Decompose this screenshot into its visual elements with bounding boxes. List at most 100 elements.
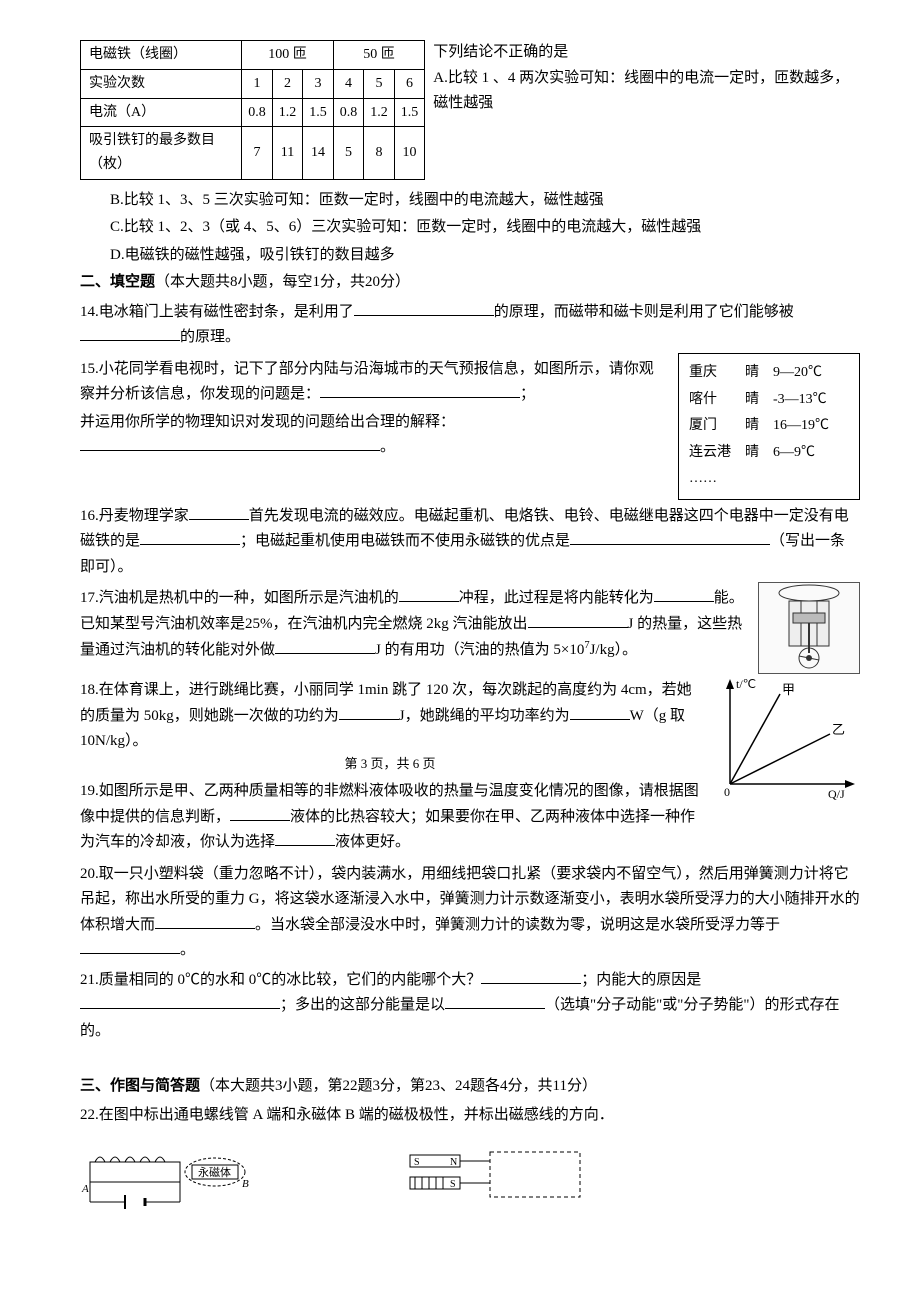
blank (481, 968, 581, 984)
svg-text:0: 0 (724, 785, 730, 799)
cell: 0.8 (242, 98, 273, 127)
svg-text:B: B (242, 1178, 249, 1190)
cell: 10 (394, 127, 425, 180)
blank (275, 830, 335, 846)
q20-c: 。 (180, 942, 195, 958)
section3-title: 三、作图与简答题 (80, 1078, 200, 1094)
cell: 吸引铁钉的最多数目（枚） (81, 127, 242, 180)
q13-optC: C.比较 1、2、3（或 4、5、6）三次实验可知：匝数一定时，线圈中的电流越大… (80, 215, 860, 241)
blank (155, 913, 255, 929)
svg-text:Q/J: Q/J (828, 787, 845, 801)
weather-row: 重庆 晴 9—20℃ (689, 360, 849, 387)
blank (320, 382, 520, 398)
cell: 1.5 (394, 98, 425, 127)
blank (654, 586, 714, 602)
section2-title: 二、填空题 (80, 274, 155, 290)
q15-text: 15.小花同学看电视时，记下了部分内陆与沿海城市的天气预报信息，如图所示，请你观… (80, 353, 668, 463)
section3-heading: 三、作图与简答题（本大题共3小题，第22题3分，第23、24题各4分，共11分） (80, 1074, 860, 1100)
q13-block: 电磁铁（线圈） 100 匝 50 匝 实验次数 1 2 3 4 5 6 电流（A… (80, 40, 860, 186)
q17-text: 17.汽油机是热机中的一种，如图所示是汽油机的冲程，此过程是将内能转化为能。已知… (80, 582, 748, 666)
engine-figure-icon (758, 582, 860, 674)
blank (528, 612, 628, 628)
q13-optB: B.比较 1、3、5 三次实验可知：匝数一定时，线圈中的电流越大，磁性越强 (80, 188, 860, 214)
q16-c: ；电磁起重机使用电磁铁而不使用永磁铁的优点是 (240, 533, 570, 549)
cell: 4 (333, 69, 364, 98)
q15-b: ； (520, 386, 535, 402)
graph-figure: t/℃ Q/J 甲 乙 0 (710, 674, 860, 804)
cell: 8 (364, 127, 395, 180)
cell: 0.8 (333, 98, 364, 127)
q13-optD: D.电磁铁的磁性越强，吸引铁钉的数目越多 (80, 243, 860, 269)
cell: 1 (242, 69, 273, 98)
cell: 5 (333, 127, 364, 180)
blank (140, 529, 240, 545)
blank (189, 504, 249, 520)
q14: 14.电冰箱门上装有磁性密封条，是利用了 的原理，而磁带和磁卡则是利用了它们能够被… (80, 300, 860, 351)
cell: 50 匝 (333, 41, 425, 70)
q17-a: 17.汽油机是热机中的一种，如图所示是汽油机的 (80, 590, 399, 606)
weather-row: 连云港 晴 6—9℃ (689, 440, 849, 467)
blank (570, 529, 770, 545)
q13-side: 下列结论不正确的是 A.比较 1 、4 两次实验可知：线圈中的电流一定时，匝数越… (433, 40, 860, 117)
cell: 3 (303, 69, 334, 98)
section2-desc: （本大题共8小题，每空1分，共20分） (155, 274, 410, 290)
solenoid-left-icon: 永磁体 A B (80, 1137, 280, 1217)
svg-text:永磁体: 永磁体 (198, 1165, 231, 1179)
cell: 电流（A） (81, 98, 242, 127)
q16-a: 16.丹麦物理学家 (80, 508, 189, 524)
q13-optA: A.比较 1 、4 两次实验可知：线圈中的电流一定时，匝数越多，磁性越强 (433, 70, 849, 112)
q14-a: 14.电冰箱门上装有磁性密封条，是利用了 (80, 304, 354, 320)
blank (80, 938, 180, 954)
q15-d: 。 (380, 439, 395, 455)
solenoid-right-icon: S N S (400, 1137, 600, 1217)
q20: 20.取一只小塑料袋（重力忽略不计），袋内装满水，用细线把袋口扎紧（要求袋内不留… (80, 862, 860, 964)
q18-19-text: 18.在体育课上，进行跳绳比赛，小丽同学 1min 跳了 120 次，每次跳起的… (80, 674, 700, 857)
q21-a: 21.质量相同的 0℃的水和 0℃的冰比较，它们的内能哪个大？ (80, 972, 481, 988)
q21: 21.质量相同的 0℃的水和 0℃的冰比较，它们的内能哪个大？；内能大的原因是；… (80, 968, 860, 1045)
q21-c: ；多出的这部分能量是以 (280, 997, 445, 1013)
cell: 100 匝 (242, 41, 334, 70)
q13-table-wrap: 电磁铁（线圈） 100 匝 50 匝 实验次数 1 2 3 4 5 6 电流（A… (80, 40, 425, 186)
page-footer: 第 3 页，共 6 页 (80, 753, 700, 775)
weather-row: 厦门 晴 16—19℃ (689, 413, 849, 440)
q15-c: 并运用你所学的物理知识对发现的问题给出合理的解释： (80, 414, 455, 430)
svg-text:乙: 乙 (832, 722, 845, 737)
q17-f: J/kg）。 (590, 642, 638, 658)
blank (445, 993, 545, 1009)
q16: 16.丹麦物理学家首先发现电流的磁效应。电磁起重机、电烙铁、电铃、电磁继电器这四… (80, 504, 860, 581)
cell: 11 (272, 127, 303, 180)
blank (80, 993, 280, 1009)
cell: 1.2 (364, 98, 395, 127)
q22: 22.在图中标出通电螺线管 A 端和永磁体 B 端的磁极极性，并标出磁感线的方向… (80, 1103, 860, 1129)
blank (354, 300, 494, 316)
q18-19-block: 18.在体育课上，进行跳绳比赛，小丽同学 1min 跳了 120 次，每次跳起的… (80, 674, 860, 857)
q14-b: 的原理，而磁带和磁卡则是利用了它们能够被 (494, 304, 794, 320)
cell: 实验次数 (81, 69, 242, 98)
svg-text:t/℃: t/℃ (736, 677, 756, 691)
cell: 电磁铁（线圈） (81, 41, 242, 70)
q14-c: 的原理。 (180, 329, 240, 345)
blank (230, 805, 290, 821)
q18-b: J，她跳绳的平均功率约为 (399, 708, 570, 724)
blank (80, 435, 380, 451)
cell: 6 (394, 69, 425, 98)
q20-b: 。当水袋全部浸没水中时，弹簧测力计的读数为零，说明这是水袋所受浮力等于 (255, 917, 780, 933)
svg-text:甲: 甲 (782, 682, 795, 697)
blank (275, 638, 375, 654)
q13-table: 电磁铁（线圈） 100 匝 50 匝 实验次数 1 2 3 4 5 6 电流（A… (80, 40, 425, 180)
q13-intro: 下列结论不正确的是 (433, 44, 568, 60)
cell: 5 (364, 69, 395, 98)
cell: 1.5 (303, 98, 334, 127)
table-row: 吸引铁钉的最多数目（枚） 7 11 14 5 8 10 (81, 127, 425, 180)
q15-block: 15.小花同学看电视时，记下了部分内陆与沿海城市的天气预报信息，如图所示，请你观… (80, 353, 860, 500)
cell: 7 (242, 127, 273, 180)
cell: 1.2 (272, 98, 303, 127)
q17-b: 冲程，此过程是将内能转化为 (459, 590, 654, 606)
svg-text:A: A (81, 1183, 89, 1195)
blank (80, 325, 180, 341)
blank (570, 704, 630, 720)
section3-desc: （本大题共3小题，第22题3分，第23、24题各4分，共11分） (200, 1078, 597, 1094)
cell: 14 (303, 127, 334, 180)
table-row: 实验次数 1 2 3 4 5 6 (81, 69, 425, 98)
q19-c: 液体更好。 (335, 834, 410, 850)
